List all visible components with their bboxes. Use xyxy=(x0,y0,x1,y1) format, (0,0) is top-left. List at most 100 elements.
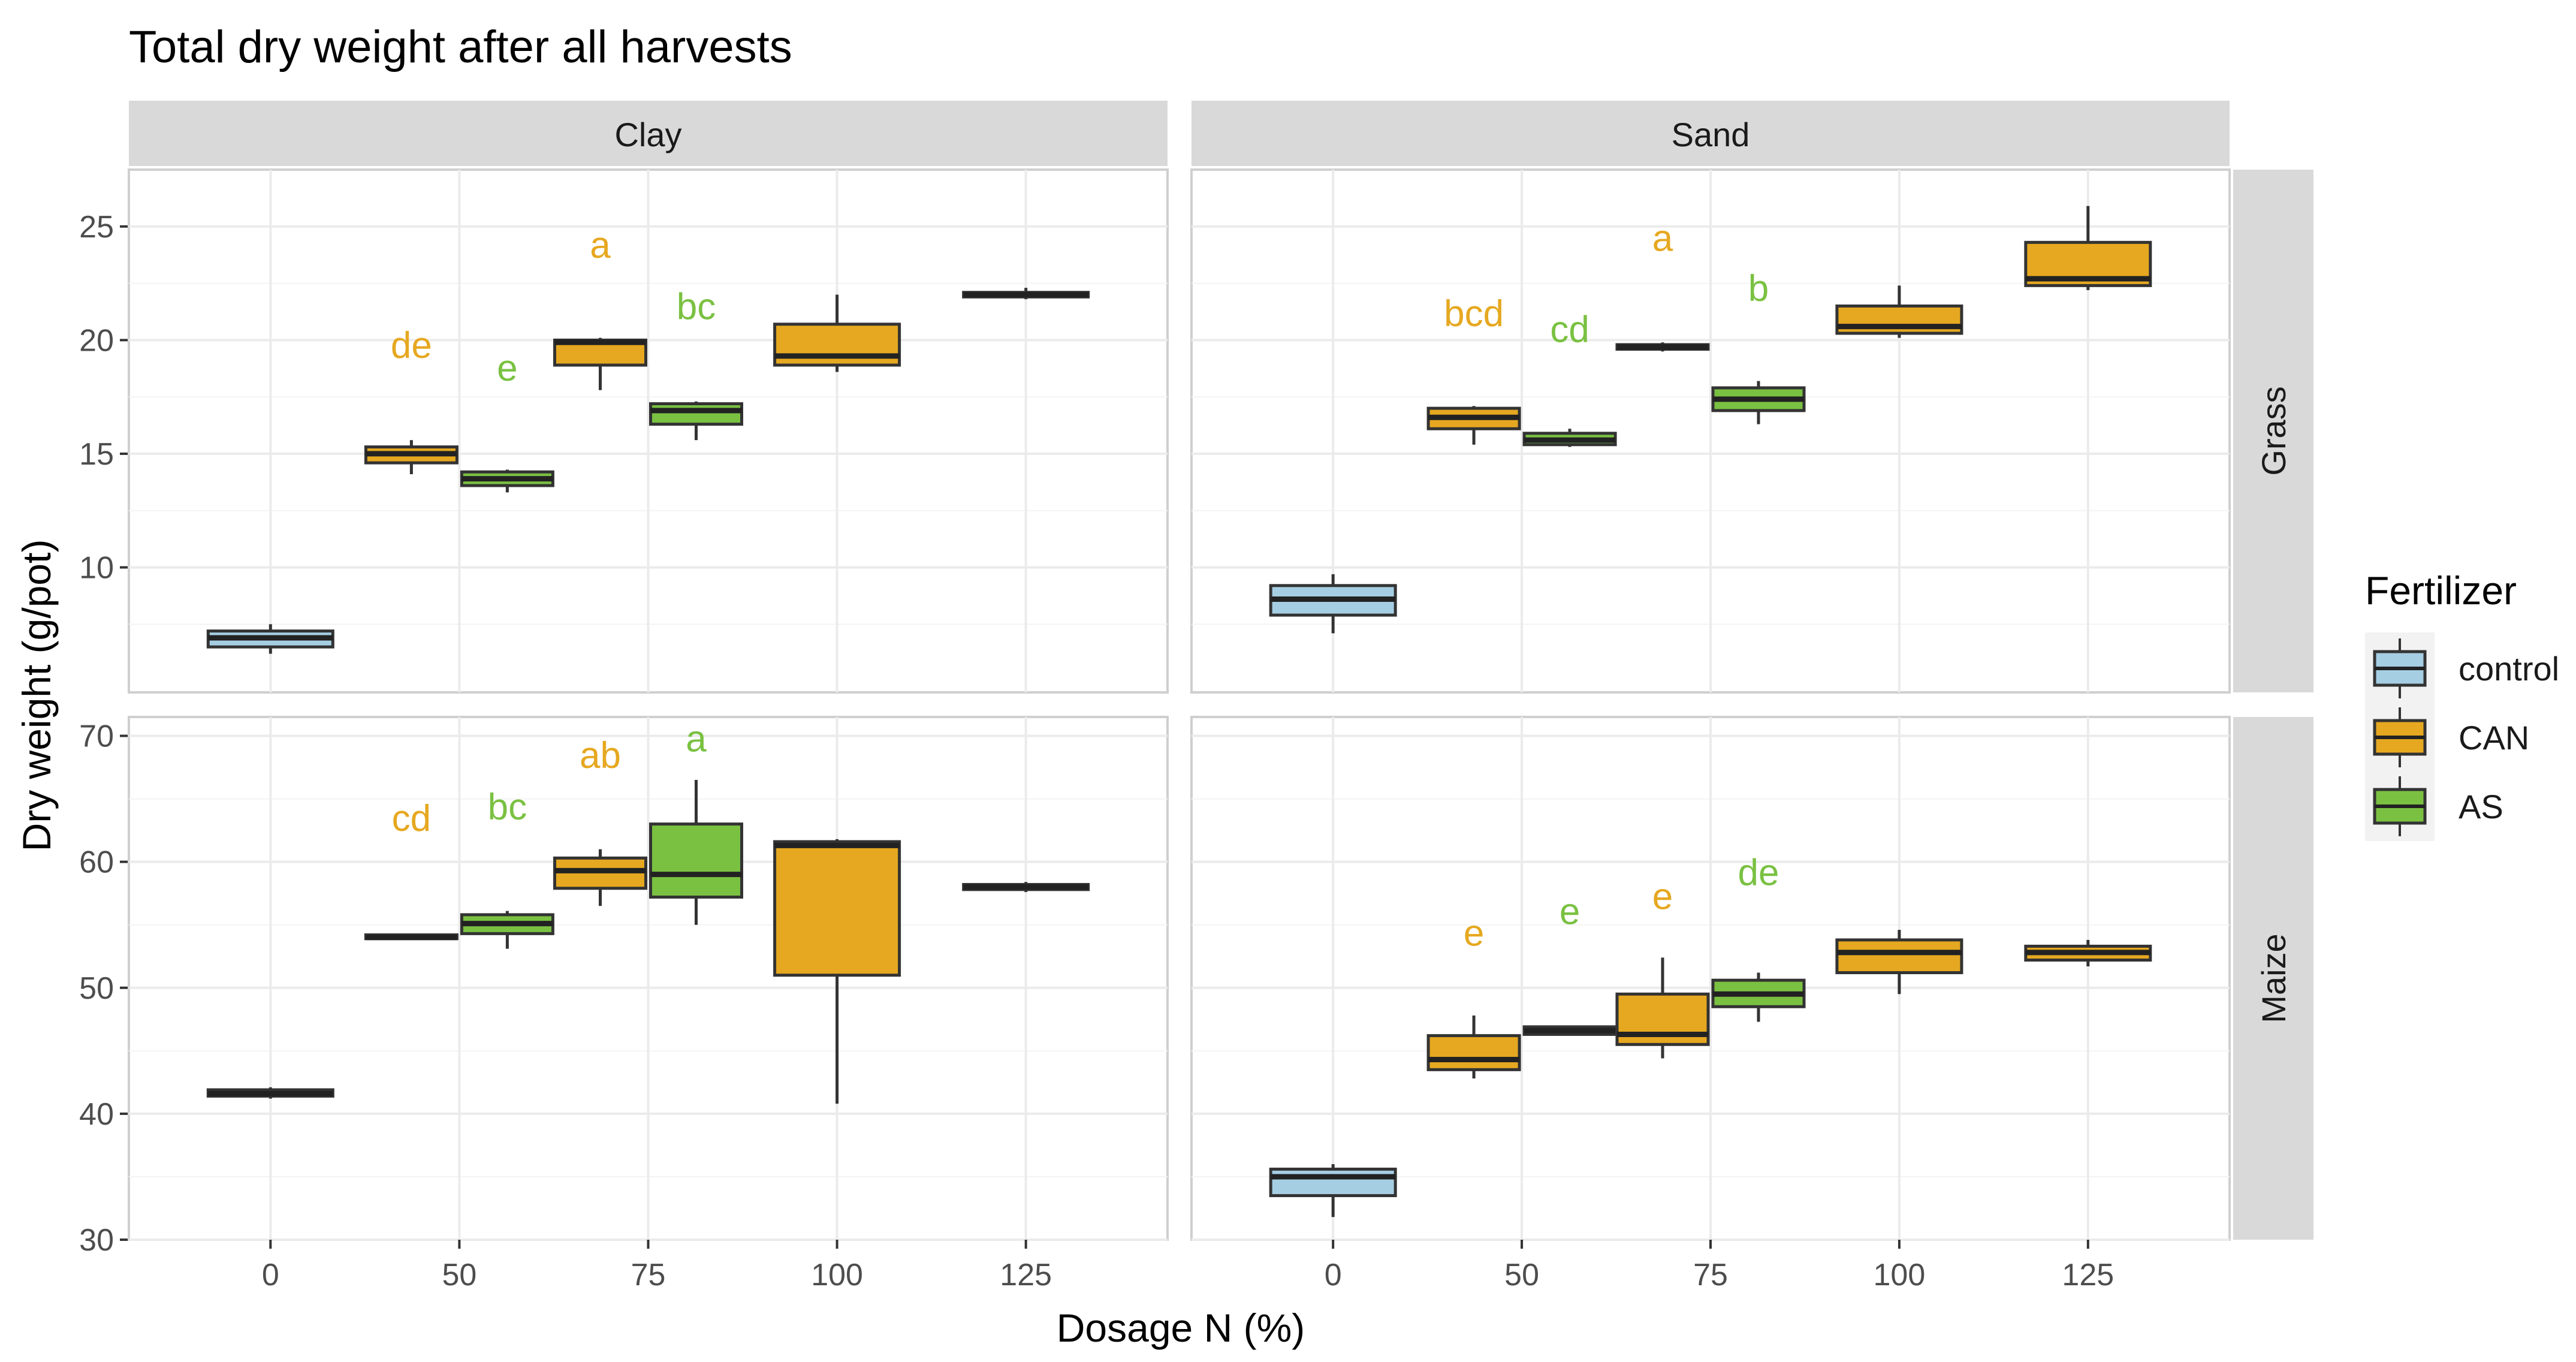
y-axis-label: Dry weight (g/pot) xyxy=(14,540,59,852)
boxplot-can-100 xyxy=(773,839,901,1104)
boxplot-control-0 xyxy=(1269,574,1397,634)
x-tick-label: 50 xyxy=(1504,1258,1539,1292)
significance-label: bc xyxy=(677,286,716,327)
column-strip-sand: Sand xyxy=(1192,101,2230,166)
y-tick-label: 10 xyxy=(79,550,114,585)
y-tick-label: 40 xyxy=(79,1097,114,1132)
panel-sand-maize: e e e de xyxy=(1190,716,2231,1241)
boxplot-as-75 xyxy=(1711,972,1806,1022)
boxplot-can-100 xyxy=(1835,285,1963,338)
y-tick-label: 30 xyxy=(79,1223,114,1258)
y-axis-ticks-maize: 30 40 50 60 70 xyxy=(79,719,129,1258)
row-strip-background xyxy=(2233,170,2313,692)
significance-label: de xyxy=(391,325,432,366)
panel-sand-grass: bcd cd a b xyxy=(1190,168,2231,694)
legend-entry-can: CAN xyxy=(2373,707,2529,767)
legend-entry-as: AS xyxy=(2373,776,2503,836)
legend-entry-control: control xyxy=(2373,638,2559,698)
x-tick-label: 0 xyxy=(1325,1258,1342,1292)
legend-title: Fertilizer xyxy=(2365,568,2517,613)
y-tick-label: 60 xyxy=(79,845,114,880)
x-tick-label: 0 xyxy=(262,1258,279,1292)
boxplot-can-50 xyxy=(364,933,459,941)
boxplot-as-75 xyxy=(1711,381,1806,424)
significance-label: e xyxy=(1560,891,1580,933)
significance-label: bcd xyxy=(1444,293,1504,335)
boxplot-as-75 xyxy=(649,401,743,441)
box-body xyxy=(1426,1034,1521,1071)
x-tick-label: 75 xyxy=(1693,1258,1728,1292)
y-tick-label: 20 xyxy=(79,323,114,358)
x-axis-ticks-sand: 0 50 75 100 125 xyxy=(1325,1240,2114,1292)
significance-label: e xyxy=(497,348,517,389)
significance-label: a xyxy=(590,225,611,266)
box-body xyxy=(1269,1167,1397,1197)
x-tick-label: 50 xyxy=(442,1258,476,1292)
boxplot-as-50 xyxy=(1522,429,1617,447)
column-strip-clay: Clay xyxy=(129,101,1168,166)
boxplot-as-50 xyxy=(460,469,554,493)
row-strip-label: Maize xyxy=(2255,933,2293,1023)
x-axis-ticks-clay: 0 50 75 100 125 xyxy=(262,1240,1052,1292)
column-strip-label: Clay xyxy=(614,116,681,153)
boxplot-can-50 xyxy=(1426,406,1521,445)
significance-label: de xyxy=(1738,852,1779,893)
boxplot-control-0 xyxy=(1269,1164,1397,1218)
significance-label: a xyxy=(686,719,707,760)
boxplot-can-100 xyxy=(773,294,901,372)
row-strip-maize: Maize xyxy=(2233,717,2313,1240)
box-body xyxy=(1835,938,1963,975)
boxplot-control-0 xyxy=(206,1087,334,1099)
significance-label: bc xyxy=(488,787,527,828)
legend-entry-label: control xyxy=(2459,650,2559,688)
boxplot-can-125 xyxy=(2024,206,2152,290)
column-strip-background xyxy=(129,101,1168,166)
significance-label: cd xyxy=(392,798,431,839)
boxplot-can-75 xyxy=(553,849,647,906)
legend-entry-label: CAN xyxy=(2459,719,2529,757)
column-strip-background xyxy=(1192,101,2230,166)
x-tick-label: 100 xyxy=(1874,1258,1926,1292)
boxplot-can-125 xyxy=(962,882,1090,893)
significance-label: b xyxy=(1748,268,1769,309)
boxplot-can-125 xyxy=(2024,939,2152,967)
panel-clay-maize: cd bc ab a xyxy=(128,716,1169,1241)
boxplot-can-50 xyxy=(1426,1015,1521,1079)
x-tick-label: 125 xyxy=(1000,1258,1052,1292)
x-axis-label: Dosage N (%) xyxy=(1057,1306,1305,1350)
x-tick-label: 75 xyxy=(631,1258,666,1292)
row-strip-grass: Grass xyxy=(2233,170,2313,692)
y-axis-ticks-grass: 10 15 20 25 xyxy=(79,210,129,585)
x-tick-label: 125 xyxy=(2062,1258,2114,1292)
significance-label: ab xyxy=(580,735,621,776)
y-tick-label: 70 xyxy=(79,719,114,754)
boxplot-as-50 xyxy=(1522,1025,1617,1036)
boxplot-as-50 xyxy=(460,911,554,949)
significance-label: cd xyxy=(1550,309,1589,350)
boxplot-can-75 xyxy=(553,338,647,390)
boxplot-can-75 xyxy=(1615,957,1710,1059)
row-strip-label: Grass xyxy=(2255,386,2293,475)
boxplot-control-0 xyxy=(206,624,334,654)
y-tick-label: 25 xyxy=(79,210,114,245)
panel-clay-grass: de e a bc xyxy=(128,168,1169,694)
box-body xyxy=(1835,304,1963,335)
row-strip-background xyxy=(2233,717,2313,1240)
boxplot-as-75 xyxy=(649,780,743,925)
column-strip-label: Sand xyxy=(1672,116,1750,153)
legend-entry-label: AS xyxy=(2459,788,2503,825)
significance-label: e xyxy=(1464,912,1484,954)
y-tick-label: 15 xyxy=(79,437,114,472)
boxplot-can-100 xyxy=(1835,930,1963,995)
significance-label: a xyxy=(1652,218,1673,260)
box-body xyxy=(649,402,743,426)
boxplot-can-50 xyxy=(364,440,459,475)
chart-title: Total dry weight after all harvests xyxy=(129,22,792,73)
boxplot-can-75 xyxy=(1615,342,1710,352)
x-tick-label: 100 xyxy=(811,1258,863,1292)
box-body xyxy=(649,822,743,899)
box-body xyxy=(773,323,901,367)
legend: Fertilizer control CAN AS xyxy=(2365,568,2559,841)
